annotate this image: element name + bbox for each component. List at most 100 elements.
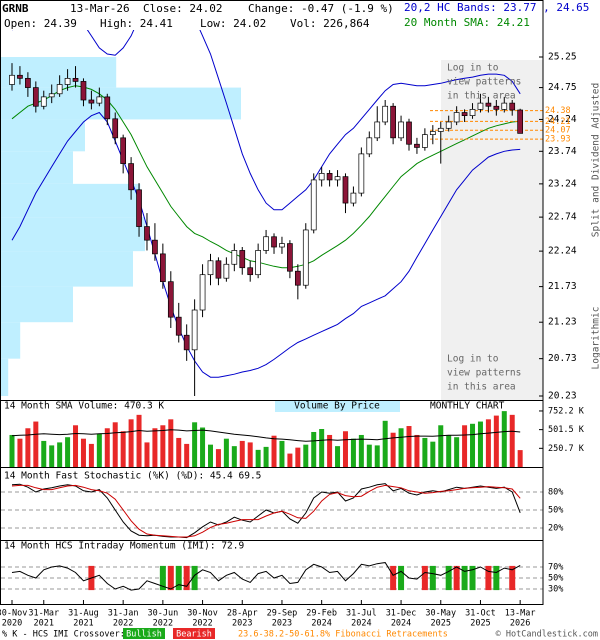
candle-body <box>144 226 150 241</box>
y-tick-label: 22.24 <box>548 246 577 257</box>
x-tick-label: 30-Nov <box>187 609 218 619</box>
candle-body <box>453 112 460 123</box>
volume-bar <box>120 431 126 467</box>
volume-bar <box>33 421 39 467</box>
lower-panels <box>1 411 543 591</box>
y-tick-label: 25.25 <box>548 52 577 63</box>
candle-body <box>390 105 396 139</box>
vbp-bar <box>1 322 21 359</box>
vbp-bar <box>1 119 85 152</box>
volume-bar <box>160 425 166 467</box>
volume-title: 14 Month SMA Volume: 470.3 K <box>4 401 164 412</box>
x-tick-label: 2021 <box>34 619 54 629</box>
vbp-bar <box>1 358 9 396</box>
volume-bar <box>287 453 293 467</box>
date: 13-Mar-26 <box>70 2 130 15</box>
candle-body <box>207 260 214 276</box>
stochastic-title: 14 Month Fast Stochastic (%K) (%D): 45.4… <box>4 471 261 482</box>
y-tick-label: 70% <box>548 563 563 573</box>
x-tick-label: 29-Sep <box>267 609 298 619</box>
y-tick-label: 20.73 <box>548 353 577 364</box>
bearish-signal <box>183 565 190 591</box>
footer-crossover: % K - HCS IMI Crossover: <box>2 630 125 640</box>
volume-bar <box>112 422 118 467</box>
x-tick-label: 31-Oct <box>465 609 496 619</box>
candle-body <box>429 131 436 135</box>
x-tick-label: 2024 <box>351 619 371 629</box>
candle-body <box>231 250 238 265</box>
volume-bar <box>263 446 269 467</box>
candle-body <box>72 77 79 82</box>
candle-body <box>48 93 55 98</box>
candle-body <box>477 102 484 110</box>
candle-body <box>398 121 404 139</box>
volume-bar <box>231 446 237 467</box>
candle-body <box>255 250 261 276</box>
volume-bar <box>279 440 285 467</box>
candle-body <box>374 121 381 139</box>
volume-bar <box>398 428 404 467</box>
candle-body <box>136 189 142 227</box>
x-tick-label: 28-Apr <box>227 609 258 619</box>
candle-body <box>271 236 277 248</box>
y-tick-label: 23.24 <box>548 178 577 189</box>
volume-bar <box>247 442 253 467</box>
x-tick-label: 2021 <box>73 619 93 629</box>
candle-body <box>263 236 269 251</box>
candle-body <box>120 137 127 164</box>
fib-label: 24.21 <box>545 117 571 127</box>
candle-body <box>294 270 301 286</box>
volume-bar <box>239 440 245 467</box>
y-tick-label: 20.23 <box>548 391 577 402</box>
fib-label: 24.38 <box>545 106 571 116</box>
volume-bar <box>477 421 483 467</box>
volume-bar <box>509 414 515 467</box>
y-tick-label: 20% <box>548 524 563 534</box>
y-tick-label: 21.73 <box>548 281 577 292</box>
x-tick-label: 13-Mar <box>505 609 536 619</box>
candle-body <box>437 127 444 132</box>
candle-body <box>17 74 23 79</box>
fib-label: 23.93 <box>545 135 571 145</box>
volume-bar <box>152 428 158 467</box>
candle-body <box>56 84 63 95</box>
volume-bar <box>65 437 71 467</box>
x-tick-label: 30-May <box>425 609 456 619</box>
volume-bar <box>128 419 134 467</box>
x-tick-label: 30-Nov <box>0 609 27 619</box>
volume-bar <box>517 450 523 467</box>
volume-bar <box>493 415 499 467</box>
vbp-bar <box>1 183 141 218</box>
volume-by-price <box>1 57 241 396</box>
pattern-notice: in this area <box>447 382 516 393</box>
volume-bar <box>422 437 428 467</box>
bearish-signal <box>453 565 460 591</box>
x-tick-label: 31-Aug <box>68 609 99 619</box>
candle-body <box>326 173 333 181</box>
volume-bar <box>104 428 110 467</box>
volume-bar <box>374 445 380 467</box>
candle-body <box>239 250 246 269</box>
symbol: GRNB <box>2 2 29 15</box>
volume-bar <box>501 411 507 467</box>
bullish-signal <box>398 565 405 591</box>
open: Open: 24.39 <box>4 17 77 30</box>
x-tick-label: 31-Mar <box>28 609 59 619</box>
x-tick-label: 2025 <box>431 619 451 629</box>
candle-body <box>382 105 389 123</box>
volume-bar <box>255 449 261 467</box>
y-tick-label: 24.75 <box>548 82 577 93</box>
volume-bar <box>73 425 79 467</box>
bearish-signal <box>167 565 174 591</box>
volume-bar <box>271 435 277 467</box>
bullish-signal <box>175 565 182 591</box>
candle-body <box>160 253 166 283</box>
x-tick-label: 2022 <box>192 619 212 629</box>
candle-body <box>80 81 87 101</box>
volume-bar <box>382 420 388 467</box>
bullish-signal <box>469 565 476 591</box>
volume-bar <box>414 434 420 467</box>
volume-sma <box>11 429 521 442</box>
change: Change: -0.47 (-1.9 %) <box>248 2 394 15</box>
indicator-line <box>12 30 521 211</box>
